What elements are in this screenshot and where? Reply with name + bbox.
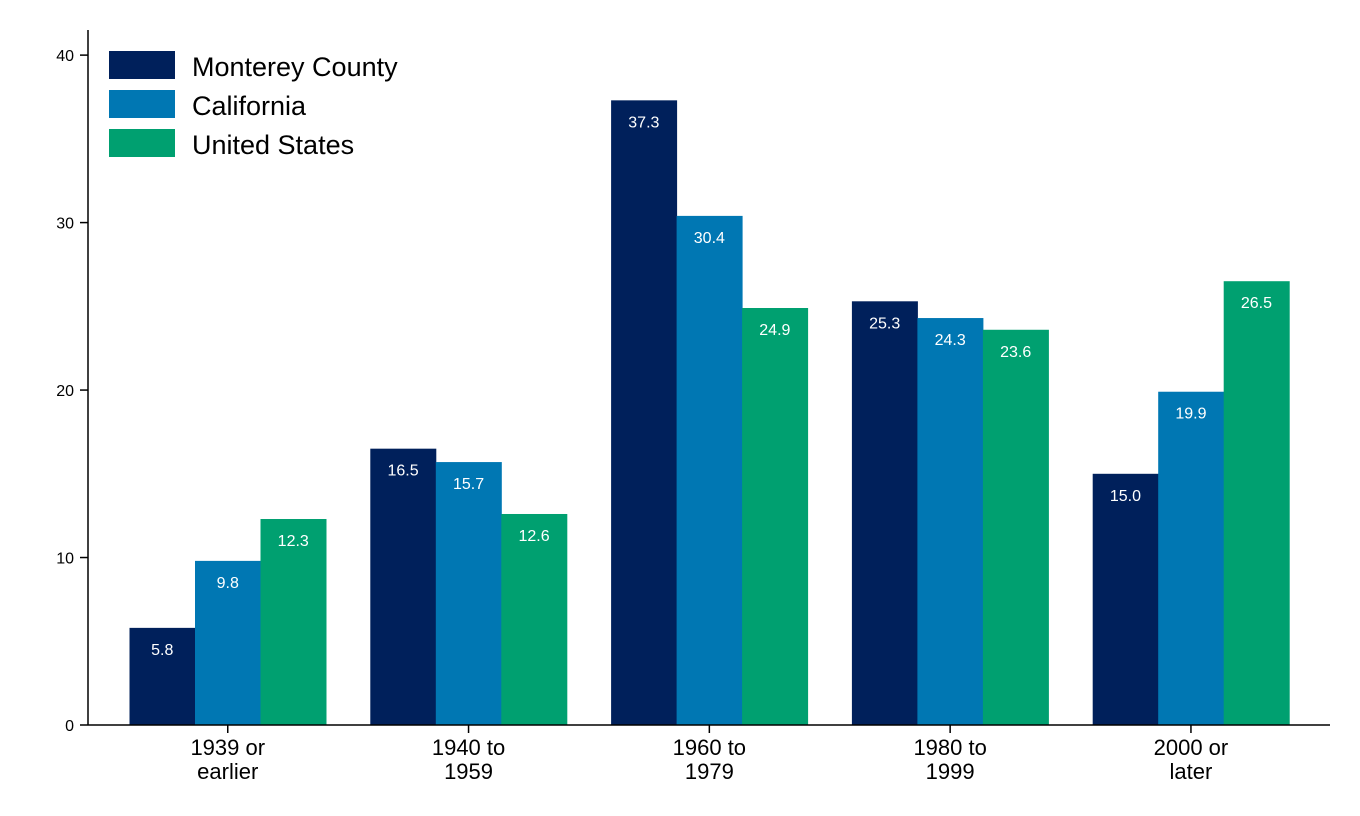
data-label: 24.9: [759, 322, 790, 339]
data-label: 12.3: [278, 533, 309, 550]
bar: [1158, 391, 1225, 725]
data-label: 25.3: [869, 315, 900, 332]
data-label: 16.5: [387, 463, 418, 480]
axes: 0 10 20 30 40 1939 or earlier 1940 to 1959 1960 t…: [56, 30, 1330, 784]
bars: [129, 100, 1290, 726]
data-label: 26.5: [1241, 295, 1272, 312]
legend-label: United States: [192, 130, 354, 160]
legend-label: California: [192, 91, 307, 121]
data-label: 9.8: [217, 575, 239, 592]
bar: [195, 560, 261, 725]
data-label: 30.4: [694, 230, 725, 247]
data-label: 12.6: [518, 528, 549, 545]
x-tick-label: 1960 to 1979: [673, 735, 746, 784]
data-label: 24.3: [935, 332, 966, 349]
bar: [917, 318, 984, 725]
x-tick-label-line: 1979: [685, 759, 734, 784]
data-label: 19.9: [1175, 406, 1206, 423]
y-tick-label: 40: [56, 48, 74, 65]
x-tick-label-line: 1940 to: [432, 735, 505, 760]
y-tick-label: 30: [56, 216, 74, 233]
x-tick-label-line: 1959: [444, 759, 493, 784]
x-tick-label-line: 1999: [926, 759, 975, 784]
data-label: 37.3: [628, 114, 659, 131]
bar: [1223, 281, 1290, 725]
legend-swatch: [109, 129, 175, 157]
x-tick-label: 1940 to 1959: [432, 735, 505, 784]
x-tick-label: 2000 or later: [1154, 735, 1229, 784]
bar: [435, 462, 502, 725]
data-labels: 5.8 9.8 12.3 16.5 15.7 12.6 37.3 30.4 24.9 25.3 24…: [151, 114, 1272, 659]
x-tick-label-line: 1980 to: [913, 735, 986, 760]
bar: [742, 308, 809, 725]
bar: [611, 100, 678, 726]
bar: [501, 513, 568, 725]
bar: [260, 519, 327, 725]
x-tick-label-line: 1939 or: [190, 735, 265, 760]
y-tick-label: 0: [65, 718, 74, 735]
x-tick-label-line: earlier: [197, 759, 258, 784]
x-tick-label-line: 1960 to: [673, 735, 746, 760]
x-tick-label-line: later: [1170, 759, 1213, 784]
bar: [982, 329, 1049, 725]
bar: [676, 215, 743, 725]
legend: Monterey County California United States: [109, 51, 398, 160]
x-tick-label: 1980 to 1999: [913, 735, 986, 784]
data-label: 23.6: [1000, 344, 1031, 361]
bar: [851, 301, 918, 725]
x-tick-label-line: 2000 or: [1154, 735, 1229, 760]
x-tick-label: 1939 or earlier: [190, 735, 265, 784]
data-label: 15.0: [1110, 488, 1141, 505]
bar: [370, 448, 437, 725]
data-label: 15.7: [453, 476, 484, 493]
bar: [129, 627, 196, 725]
bar: [1092, 473, 1159, 725]
y-tick-label: 20: [56, 383, 74, 400]
legend-label: Monterey County: [192, 52, 398, 82]
y-tick-label: 10: [56, 551, 74, 568]
data-label: 5.8: [151, 642, 173, 659]
legend-swatch: [109, 51, 175, 79]
legend-swatch: [109, 90, 175, 118]
